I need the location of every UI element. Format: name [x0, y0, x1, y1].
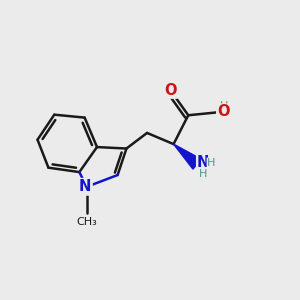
- Text: N: N: [79, 179, 92, 194]
- Text: H: H: [207, 158, 215, 168]
- Polygon shape: [174, 144, 201, 169]
- Text: O: O: [217, 104, 229, 119]
- Text: O: O: [164, 83, 177, 98]
- Text: H: H: [199, 169, 207, 178]
- Text: H: H: [220, 101, 228, 111]
- Text: N: N: [197, 155, 209, 170]
- Text: CH₃: CH₃: [76, 217, 97, 227]
